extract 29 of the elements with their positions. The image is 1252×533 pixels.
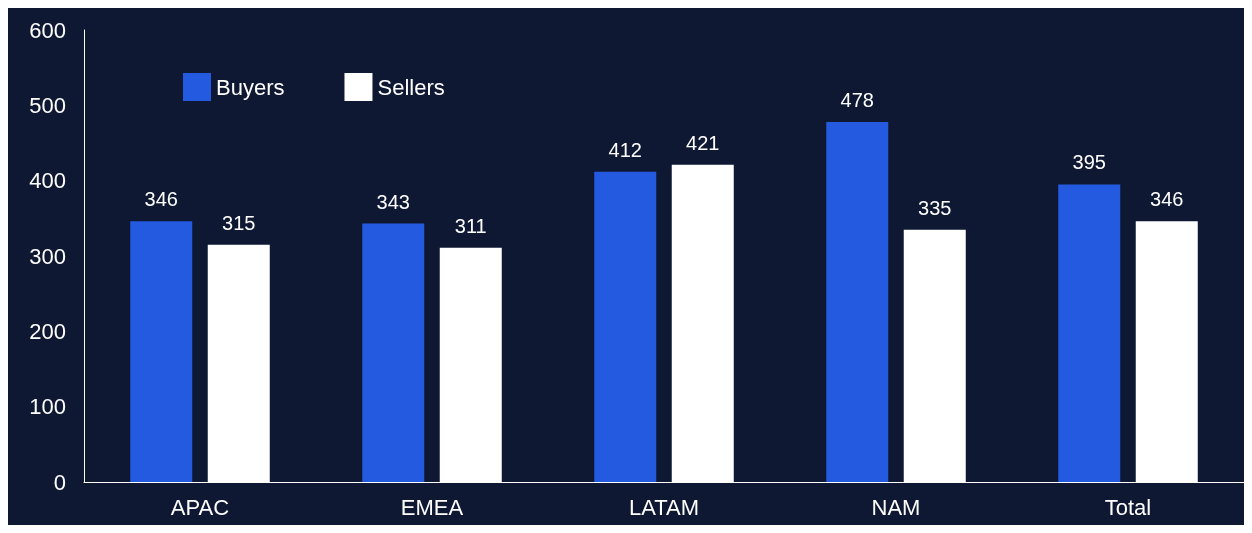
data-label: 346: [1150, 188, 1184, 211]
data-label: 311: [454, 214, 487, 237]
y-tick-label: 200: [29, 318, 66, 344]
x-tick-label: LATAM: [628, 494, 700, 520]
data-label: 315: [222, 211, 256, 234]
y-tick-label: 400: [29, 168, 66, 194]
data-label: 421: [686, 131, 720, 154]
x-tick-label: NAM: [871, 494, 921, 520]
y-tick-label: 100: [29, 394, 66, 420]
y-tick-label: 300: [29, 243, 66, 269]
bar: [1058, 184, 1121, 482]
y-tick-label: 0: [53, 469, 66, 495]
data-label: 478: [840, 88, 874, 111]
bar: [362, 223, 425, 482]
bar: [130, 221, 193, 482]
data-label: 412: [608, 138, 642, 161]
data-label: 335: [918, 196, 952, 219]
legend-label: Sellers: [377, 74, 445, 100]
data-label: 395: [1072, 151, 1106, 174]
legend-label: Buyers: [216, 74, 285, 100]
bar: [594, 171, 657, 482]
bar: [826, 121, 889, 482]
data-label: 343: [376, 190, 410, 213]
x-tick-label: APAC: [170, 494, 230, 520]
y-tick-label: 600: [29, 17, 66, 43]
data-label: 346: [144, 188, 178, 211]
x-tick-label: EMEA: [400, 494, 464, 520]
y-tick-label: 500: [29, 92, 66, 118]
x-tick-label: Total: [1104, 494, 1152, 520]
